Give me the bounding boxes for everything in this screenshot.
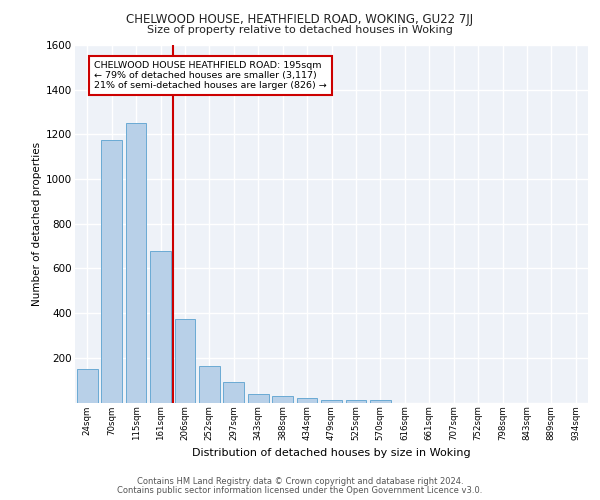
Bar [199, 366, 220, 403]
Bar [346, 400, 367, 402]
X-axis label: Distribution of detached houses by size in Woking: Distribution of detached houses by size … [192, 448, 471, 458]
Bar [321, 400, 342, 402]
Bar [175, 318, 196, 402]
Bar [77, 369, 98, 402]
Bar [125, 123, 146, 402]
Bar [150, 250, 171, 402]
Bar [370, 400, 391, 402]
Text: Contains public sector information licensed under the Open Government Licence v3: Contains public sector information licen… [118, 486, 482, 495]
Text: CHELWOOD HOUSE HEATHFIELD ROAD: 195sqm
← 79% of detached houses are smaller (3,1: CHELWOOD HOUSE HEATHFIELD ROAD: 195sqm ←… [94, 60, 327, 90]
Y-axis label: Number of detached properties: Number of detached properties [32, 142, 42, 306]
Text: Size of property relative to detached houses in Woking: Size of property relative to detached ho… [147, 25, 453, 35]
Text: Contains HM Land Registry data © Crown copyright and database right 2024.: Contains HM Land Registry data © Crown c… [137, 478, 463, 486]
Bar [296, 398, 317, 402]
Bar [101, 140, 122, 402]
Bar [223, 382, 244, 402]
Text: CHELWOOD HOUSE, HEATHFIELD ROAD, WOKING, GU22 7JJ: CHELWOOD HOUSE, HEATHFIELD ROAD, WOKING,… [127, 12, 473, 26]
Bar [272, 396, 293, 402]
Bar [248, 394, 269, 402]
